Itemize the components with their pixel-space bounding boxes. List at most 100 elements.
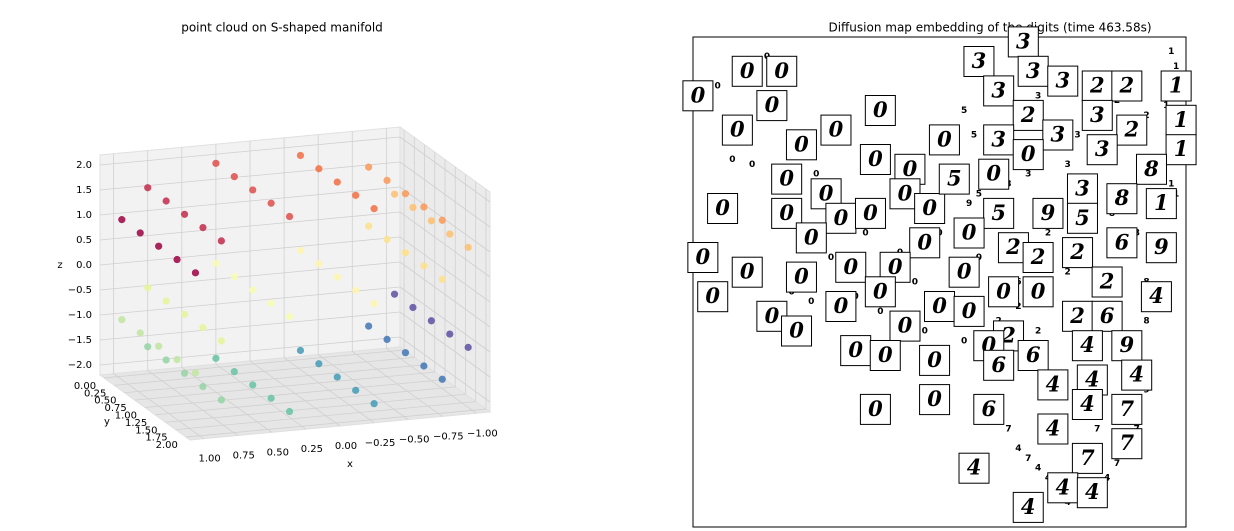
thumbnail-digit: 1 [1154,190,1169,215]
chart-title: Diffusion map embedding of the digits (t… [828,21,1151,35]
point [181,311,188,318]
point [181,211,188,218]
x-tick-label: 0.50 [267,447,289,458]
point [218,237,225,244]
digit-point: 2 [1035,327,1041,337]
thumbnail-digit: 0 [691,82,706,107]
x-tick-label: −1.00 [467,428,498,439]
point [137,229,144,236]
point [391,191,398,198]
thumbnail-digit: 2 [1099,269,1115,294]
thumbnail-digit: 1 [1169,73,1184,98]
thumbnail-digit: 0 [927,386,942,411]
digit-point: 2 [1065,268,1071,278]
point [163,197,170,204]
thumbnail-digit: 0 [888,254,903,279]
point [118,216,125,223]
thumbnail-digit: 0 [779,166,794,191]
thumbnail-digit: 3 [1026,58,1041,83]
thumbnail-digit: 4 [1085,367,1100,392]
point [446,230,453,237]
point [192,369,199,376]
z-tick-label: 2.0 [76,160,92,171]
point [352,387,359,394]
thumbnail-digit: 4 [1085,479,1100,504]
thumbnail-digit: 6 [1100,303,1115,328]
thumbnail-digit: 5 [991,200,1006,225]
point [352,192,359,199]
thumbnail-digit: 1 [1174,107,1189,132]
thumbnail-digit: 0 [863,200,878,225]
point [420,262,427,269]
thumbnail-digit: 0 [962,298,977,323]
thumbnail-digit: 0 [829,117,844,142]
thumbnail-digit: 0 [789,318,804,343]
thumbnail-digit: 4 [1149,283,1164,308]
thumbnail-digit: 9 [1120,332,1135,357]
thumbnail-digit: 0 [730,117,745,142]
z-tick-label: −1.5 [68,335,92,346]
digit-point: 9 [966,199,972,209]
point [365,164,372,171]
z-tick-label: −0.5 [68,285,92,296]
digit-point: 0 [912,278,918,288]
y-tick-label: 2.00 [156,440,178,451]
thumbnail-digit: 4 [1021,494,1036,519]
thumbnail-digit: 2 [1020,102,1036,127]
thumbnail-digit: 0 [873,97,888,122]
thumbnail-digit: 4 [1080,332,1095,357]
thumbnail-digit: 3 [1095,136,1110,161]
point [137,329,144,336]
point [365,323,372,330]
point [144,343,151,350]
digit-point: 2 [1045,229,1051,239]
thumbnail-digit: 0 [843,254,858,279]
thumbnail-digit: 5 [947,166,962,191]
digit-point: 7 [1005,425,1011,435]
point [420,203,427,210]
digit-point: 1 [1168,180,1174,190]
thumbnail-digit: 4 [1080,391,1095,416]
point [409,204,416,211]
thumbnail-digit: 0 [765,92,780,117]
point [315,165,322,172]
thumbnail-digit: 9 [1041,200,1056,225]
thumbnail-digit: 0 [878,342,893,367]
thumbnail-digit: 0 [740,259,755,284]
thumbnail-digit: 5 [1075,205,1090,230]
digit-point: 0 [961,336,967,346]
thumbnail-digit: 7 [1080,445,1095,470]
digit-point: 0 [813,170,819,180]
point [144,284,151,291]
point [231,273,238,280]
digit-point: 0 [715,82,721,92]
point [212,160,219,167]
point [155,343,162,350]
figure: point cloud on S-shaped manifold Diffusi… [0,0,1234,531]
point [439,276,446,283]
digit-point: 0 [922,327,928,337]
point [365,223,372,230]
thumbnail-digit: 0 [903,156,918,181]
point [439,376,446,383]
z-axis-label: z [57,260,62,271]
point [173,356,180,363]
digit-point: 7 [1114,459,1120,469]
thumbnail-digit: 3 [972,48,987,73]
thumbnail-digit: 0 [898,313,913,338]
digit-point: 0 [862,229,868,239]
thumbnail-digit: 1 [1174,136,1189,161]
thumbnail-digit: 4 [1055,474,1070,499]
thumbnail-digit: 3 [1051,122,1066,147]
point [231,173,238,180]
point [383,336,390,343]
thumbnail-digit: 0 [986,161,1001,186]
x-axis-label: x [347,459,353,470]
point [286,313,293,320]
z-tick-label: 1.5 [76,185,92,196]
point [402,249,409,256]
point [297,347,304,354]
point [370,300,377,307]
digit-point: 5 [961,106,967,116]
point [334,373,341,380]
